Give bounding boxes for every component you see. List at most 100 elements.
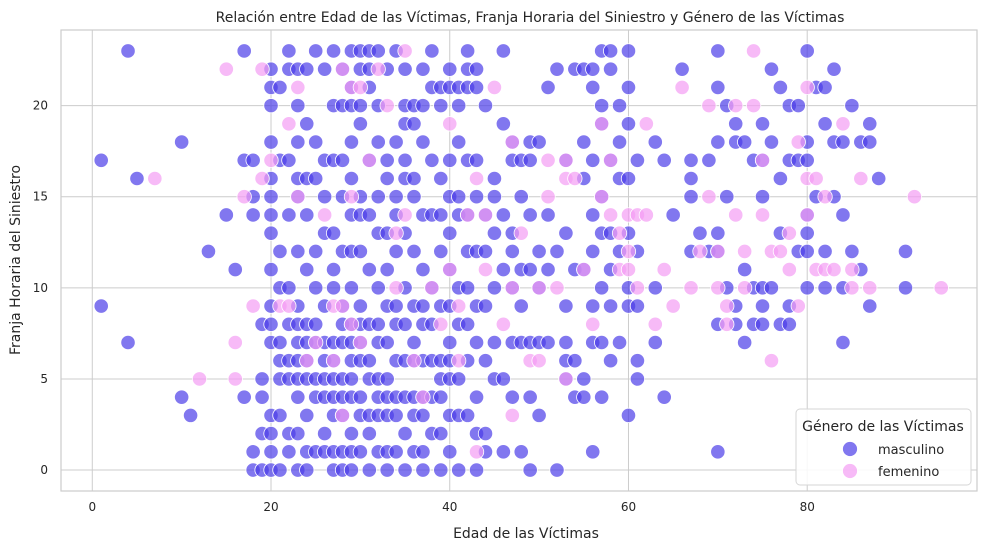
data-point-femenino [352, 79, 368, 95]
data-point-masculino [674, 61, 690, 77]
data-point-masculino [308, 43, 324, 59]
data-point-masculino [352, 298, 368, 314]
data-point-masculino [468, 462, 485, 478]
data-point-masculino [263, 262, 279, 278]
data-point-masculino [397, 61, 413, 77]
data-point-masculino [451, 189, 467, 205]
data-point-masculino [468, 152, 485, 168]
data-point-femenino [415, 389, 431, 405]
data-point-masculino [263, 444, 279, 460]
data-point-masculino [647, 334, 663, 351]
data-point-masculino [683, 152, 699, 168]
data-point-masculino [486, 280, 503, 296]
data-point-femenino [844, 262, 860, 278]
data-point-masculino [397, 462, 413, 478]
data-point-femenino [853, 170, 869, 187]
data-point-masculino [317, 426, 333, 442]
data-point-masculino [799, 152, 815, 168]
data-point-masculino [540, 334, 556, 351]
data-point-masculino [379, 371, 395, 387]
data-point-femenino [513, 225, 529, 241]
data-point-masculino [397, 426, 413, 442]
data-point-masculino [263, 98, 279, 114]
data-point-masculino [290, 134, 306, 150]
data-point-femenino [701, 189, 717, 205]
data-point-femenino [710, 243, 726, 259]
data-point-masculino [567, 353, 583, 369]
data-point-femenino [236, 189, 252, 205]
data-point-masculino [754, 189, 771, 205]
data-point-femenino [737, 243, 753, 259]
data-point-masculino [290, 243, 306, 259]
data-point-masculino [308, 170, 324, 187]
data-point-masculino [406, 334, 422, 351]
data-point-masculino [558, 298, 574, 314]
data-point-masculino [200, 243, 217, 259]
data-point-masculino [897, 243, 914, 259]
data-point-masculino [620, 116, 637, 132]
data-point-femenino [451, 298, 467, 314]
data-point-masculino [174, 134, 190, 150]
data-point-femenino [620, 262, 637, 278]
data-point-masculino [602, 298, 619, 314]
data-point-masculino [629, 152, 646, 168]
data-point-masculino [433, 207, 449, 223]
data-point-masculino [254, 371, 270, 387]
data-point-masculino [611, 334, 628, 351]
data-point-femenino [602, 152, 619, 168]
x-axis-label: Edad de las Víctimas [453, 526, 599, 542]
data-point-femenino [754, 207, 771, 223]
data-point-masculino [317, 61, 333, 77]
data-point-masculino [576, 134, 592, 150]
data-point-masculino [388, 243, 404, 259]
data-point-masculino [308, 134, 324, 150]
data-point-masculino [325, 225, 342, 241]
data-point-masculino [683, 189, 699, 205]
data-point-masculino [263, 207, 279, 223]
data-point-masculino [549, 61, 565, 77]
data-point-masculino [290, 389, 306, 405]
data-point-masculino [656, 152, 672, 168]
data-point-masculino [558, 334, 574, 351]
data-point-masculino [763, 61, 780, 77]
data-point-masculino [343, 462, 360, 478]
data-point-femenino [844, 280, 860, 296]
data-point-masculino [629, 371, 646, 387]
data-point-femenino [334, 61, 351, 77]
data-point-masculino [495, 262, 511, 278]
data-point-masculino [620, 170, 637, 187]
data-point-femenino [817, 189, 833, 205]
data-point-masculino [433, 389, 449, 405]
data-point-masculino [522, 207, 538, 223]
data-point-femenino [826, 262, 842, 278]
data-point-femenino [531, 280, 547, 296]
data-point-masculino [754, 116, 771, 132]
data-point-femenino [442, 116, 458, 132]
data-point-masculino [299, 462, 315, 478]
data-point-femenino [460, 207, 476, 223]
data-point-masculino [415, 407, 431, 423]
data-point-masculino [701, 152, 717, 168]
data-point-masculino [299, 407, 315, 423]
data-point-masculino [897, 280, 914, 296]
data-point-masculino [817, 116, 833, 132]
legend-box [795, 408, 972, 486]
data-point-masculino [620, 79, 637, 95]
data-point-femenino [388, 280, 404, 296]
data-point-masculino [93, 152, 109, 168]
data-point-masculino [754, 298, 771, 314]
data-point-femenino [647, 316, 663, 332]
data-point-masculino [460, 316, 476, 332]
data-point-masculino [352, 98, 368, 114]
data-point-masculino [781, 316, 797, 332]
data-point-masculino [647, 280, 663, 296]
data-point-femenino [701, 98, 717, 114]
data-point-femenino [728, 207, 744, 223]
data-point-masculino [468, 389, 485, 405]
y-tick-label: 0 [40, 463, 48, 477]
data-point-masculino [254, 389, 270, 405]
data-point-masculino [629, 353, 646, 369]
data-point-masculino [477, 243, 494, 259]
data-point-masculino [611, 98, 628, 114]
legend: Género de las Víctimas masculino femenin… [795, 408, 972, 486]
